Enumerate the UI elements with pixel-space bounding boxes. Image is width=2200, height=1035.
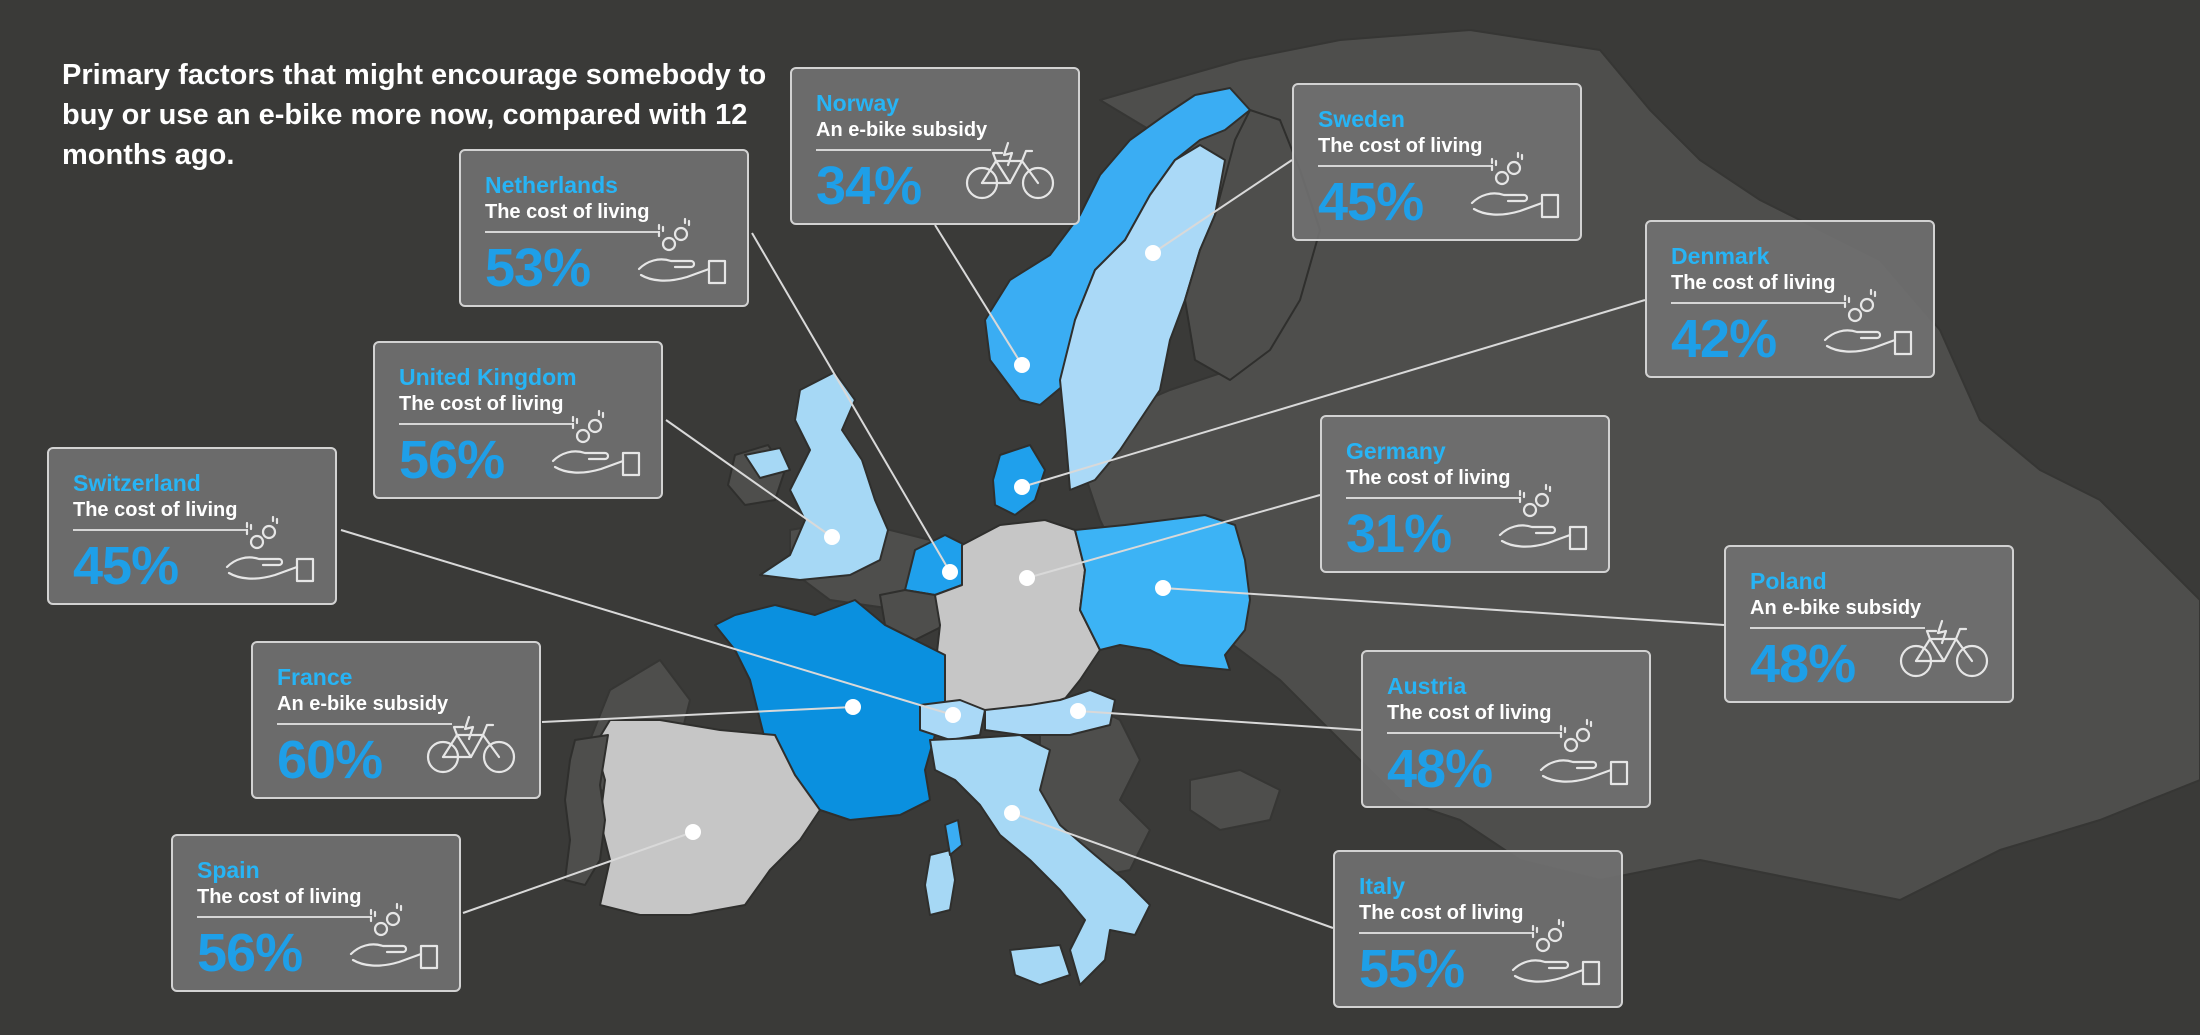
map-northern-ireland [744,447,791,479]
card-norway: Norway An e-bike subsidy 34% [790,67,1080,225]
country-name: United Kingdom [399,364,577,390]
percentage-value: 48% [1387,739,1493,799]
factor-label: The cost of living [399,391,574,425]
connector-poland [1162,587,1725,626]
country-name: Spain [197,857,260,883]
country-name: Norway [816,90,900,116]
percentage-value: 45% [73,536,179,596]
marker-poland [1155,580,1171,596]
percentage-value: 48% [1750,634,1856,694]
country-name: Netherlands [485,172,618,198]
factor-label: The cost of living [197,884,372,918]
factor-label: The cost of living [1359,900,1534,934]
marker-austria [1070,703,1086,719]
card-spain: Spain The cost of living 56% [171,834,461,992]
factor-label: The cost of living [1318,133,1493,167]
coins-hand-icon [1503,918,1603,988]
country-name: Sweden [1318,106,1405,132]
coins-hand-icon [1815,288,1915,358]
factor-label: The cost of living [1671,270,1846,304]
factor-label: An e-bike subsidy [816,117,991,151]
percentage-value: 31% [1346,504,1452,564]
marker-united-kingdom [824,529,840,545]
connector-denmark [1021,299,1646,488]
bicycle-icon [960,135,1060,205]
connector-netherlands [751,232,951,573]
factor-label: An e-bike subsidy [277,691,452,725]
card-denmark: Denmark The cost of living 42% [1645,220,1935,378]
factor-label: The cost of living [73,497,248,531]
factor-label: An e-bike subsidy [1750,595,1925,629]
country-name: Italy [1359,873,1406,899]
card-switzerland: Switzerland The cost of living 45% [47,447,337,605]
map-finland [1184,109,1321,381]
connector-sweden [1152,159,1293,254]
marker-spain [685,824,701,840]
connector-spain [462,831,694,914]
map-sicily [1009,944,1071,986]
connector-france [541,706,854,723]
connector-switzerland [340,529,954,716]
percentage-value: 53% [485,238,591,298]
percentage-value: 45% [1318,172,1424,232]
marker-netherlands [942,564,958,580]
marker-denmark [1014,479,1030,495]
map-italy [929,734,1151,986]
card-netherlands: Netherlands The cost of living 53% [459,149,749,307]
card-austria: Austria The cost of living 48% [1361,650,1651,808]
marker-italy [1004,805,1020,821]
bicycle-icon [421,709,521,779]
connector-united-kingdom [665,419,833,538]
card-united-kingdom: United Kingdom The cost of living 56% [373,341,663,499]
connector-austria [1077,710,1362,731]
marker-sweden [1145,245,1161,261]
coins-hand-icon [629,217,729,287]
marker-germany [1019,570,1035,586]
factor-label: The cost of living [1387,700,1562,734]
country-name: Denmark [1671,243,1770,269]
percentage-value: 56% [399,430,505,490]
percentage-value: 55% [1359,939,1465,999]
card-germany: Germany The cost of living 31% [1320,415,1610,573]
coins-hand-icon [1490,483,1590,553]
factor-label: The cost of living [485,199,660,233]
country-name: Austria [1387,673,1467,699]
map-portugal [564,734,609,886]
infographic-title: Primary factors that might encourage som… [62,59,767,171]
coins-hand-icon [543,409,643,479]
marker-switzerland [945,707,961,723]
connector-italy [1011,812,1334,929]
country-name: Switzerland [73,470,201,496]
country-name: France [277,664,353,690]
connector-lines [340,159,1725,929]
coins-hand-icon [1462,151,1562,221]
marker-dots [685,245,1171,840]
coins-hand-icon [1531,718,1631,788]
percentage-value: 42% [1671,309,1777,369]
marker-norway [1014,357,1030,373]
percentage-value: 56% [197,923,303,983]
connector-norway [934,224,1023,366]
bicycle-icon [1894,613,1994,683]
percentage-value: 60% [277,730,383,790]
map-corsica [944,819,963,856]
card-italy: Italy The cost of living 55% [1333,850,1623,1008]
map-sardinia [924,849,956,916]
marker-france [845,699,861,715]
factor-label: The cost of living [1346,465,1521,499]
card-poland: Poland An e-bike subsidy 48% [1724,545,2014,703]
percentage-value: 34% [816,156,922,216]
coins-hand-icon [217,515,317,585]
country-name: Germany [1346,438,1446,464]
coins-hand-icon [341,902,441,972]
card-france: France An e-bike subsidy 60% [251,641,541,799]
connector-germany [1026,494,1321,579]
country-name: Poland [1750,568,1827,594]
card-sweden: Sweden The cost of living 45% [1292,83,1582,241]
map-united-kingdom [759,371,889,581]
